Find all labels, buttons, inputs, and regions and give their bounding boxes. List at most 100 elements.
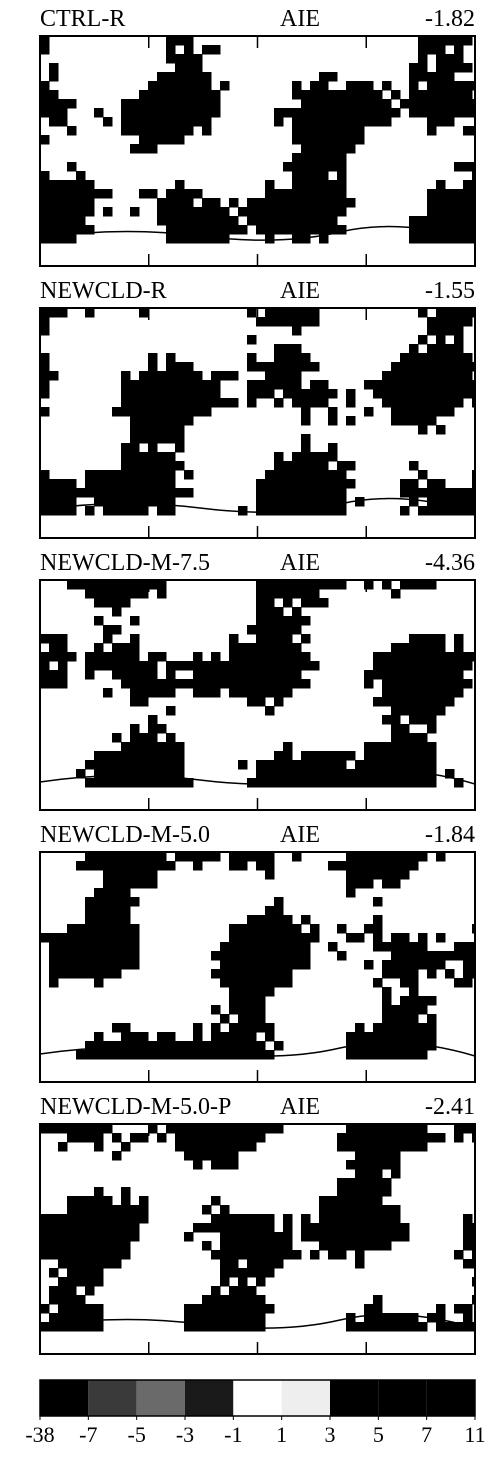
map-cell <box>130 398 140 408</box>
map-cell <box>184 1050 194 1060</box>
map-cell <box>418 36 428 46</box>
map-cell <box>157 769 167 779</box>
map-cell <box>139 1205 149 1215</box>
map-cell <box>238 1241 248 1251</box>
map-cell <box>121 506 131 516</box>
map-cell <box>463 652 473 662</box>
map-cell <box>364 1196 374 1206</box>
map-cell <box>238 1124 248 1134</box>
map-cell <box>40 371 50 381</box>
map-cell <box>337 769 347 779</box>
map-cell <box>301 225 311 235</box>
map-cell <box>202 1133 212 1143</box>
map-cell <box>40 308 50 318</box>
map-cell <box>94 488 104 498</box>
map-cell <box>454 688 464 698</box>
map-cell <box>274 353 284 363</box>
map-cell <box>337 861 347 871</box>
map-cell <box>166 461 176 471</box>
map-cell <box>418 416 428 426</box>
map-cell <box>346 90 356 100</box>
map-cell <box>247 362 257 372</box>
map-cell <box>436 353 446 363</box>
map-cell <box>409 969 419 979</box>
map-cell <box>292 488 302 498</box>
map-cell <box>229 1160 239 1170</box>
map-cell <box>130 942 140 952</box>
map-cell <box>247 1214 257 1224</box>
map-cell <box>139 416 149 426</box>
map-cell <box>238 506 248 516</box>
map-cell <box>382 117 392 127</box>
map-cell <box>202 670 212 680</box>
map-cell <box>310 598 320 608</box>
map-cell <box>391 362 401 372</box>
map-cell <box>148 715 158 725</box>
map-cell <box>94 951 104 961</box>
map-cell <box>85 1268 95 1278</box>
map-cell <box>58 1277 68 1287</box>
map-cell <box>58 488 68 498</box>
map-cell <box>238 942 248 952</box>
map-cell <box>211 225 221 235</box>
map-cell <box>337 117 347 127</box>
map-cell <box>391 652 401 662</box>
map-cell <box>229 1250 239 1260</box>
map-cell <box>472 308 475 318</box>
map-cell <box>364 742 374 752</box>
map-cell <box>229 1268 239 1278</box>
map-cell <box>112 607 122 617</box>
map-cell <box>157 488 167 498</box>
map-cell <box>58 234 68 244</box>
map-cell <box>391 1005 401 1015</box>
map-cell <box>418 634 428 644</box>
map-cell <box>373 1133 383 1143</box>
map-cell <box>319 1205 329 1215</box>
map-cell <box>364 751 374 761</box>
map-cell <box>94 598 104 608</box>
map-cell <box>112 897 122 907</box>
map-cell <box>121 888 131 898</box>
map-cell <box>130 207 140 217</box>
map-cell <box>184 189 194 199</box>
map-cell <box>85 1250 95 1260</box>
map-cell <box>283 915 293 925</box>
map-cell <box>292 117 302 127</box>
map-cell <box>409 733 419 743</box>
map <box>40 852 475 1060</box>
map-cell <box>427 951 437 961</box>
map-cell <box>409 216 419 226</box>
map-cell <box>427 643 437 653</box>
map-cell <box>121 915 131 925</box>
map-cell <box>211 389 221 399</box>
map-cell <box>319 1196 329 1206</box>
map-cell <box>310 479 320 489</box>
map-cell <box>418 1322 428 1332</box>
map-cell <box>103 1241 113 1251</box>
map-cell <box>418 335 428 345</box>
map-cell <box>49 308 59 318</box>
map-cell <box>382 81 392 91</box>
map-cell <box>292 942 302 952</box>
map-cell <box>157 461 167 471</box>
map-cell <box>427 670 437 680</box>
map-cell <box>454 951 464 961</box>
map-cell <box>184 99 194 109</box>
map-cell <box>211 90 221 100</box>
map-cell <box>328 769 338 779</box>
map-cell <box>67 198 77 208</box>
coastline <box>40 225 475 241</box>
map-cell <box>400 380 410 390</box>
map-cell <box>58 117 68 127</box>
map-cell <box>454 45 464 55</box>
map-cell <box>112 933 122 943</box>
map-cell <box>166 108 176 118</box>
map-cell <box>94 652 104 662</box>
map-cell <box>373 1032 383 1042</box>
map-cell <box>148 189 158 199</box>
map-cell <box>139 117 149 127</box>
map-cell <box>454 1250 464 1260</box>
map-cell <box>121 452 131 462</box>
map-cell <box>292 326 302 336</box>
map-cell <box>400 724 410 734</box>
